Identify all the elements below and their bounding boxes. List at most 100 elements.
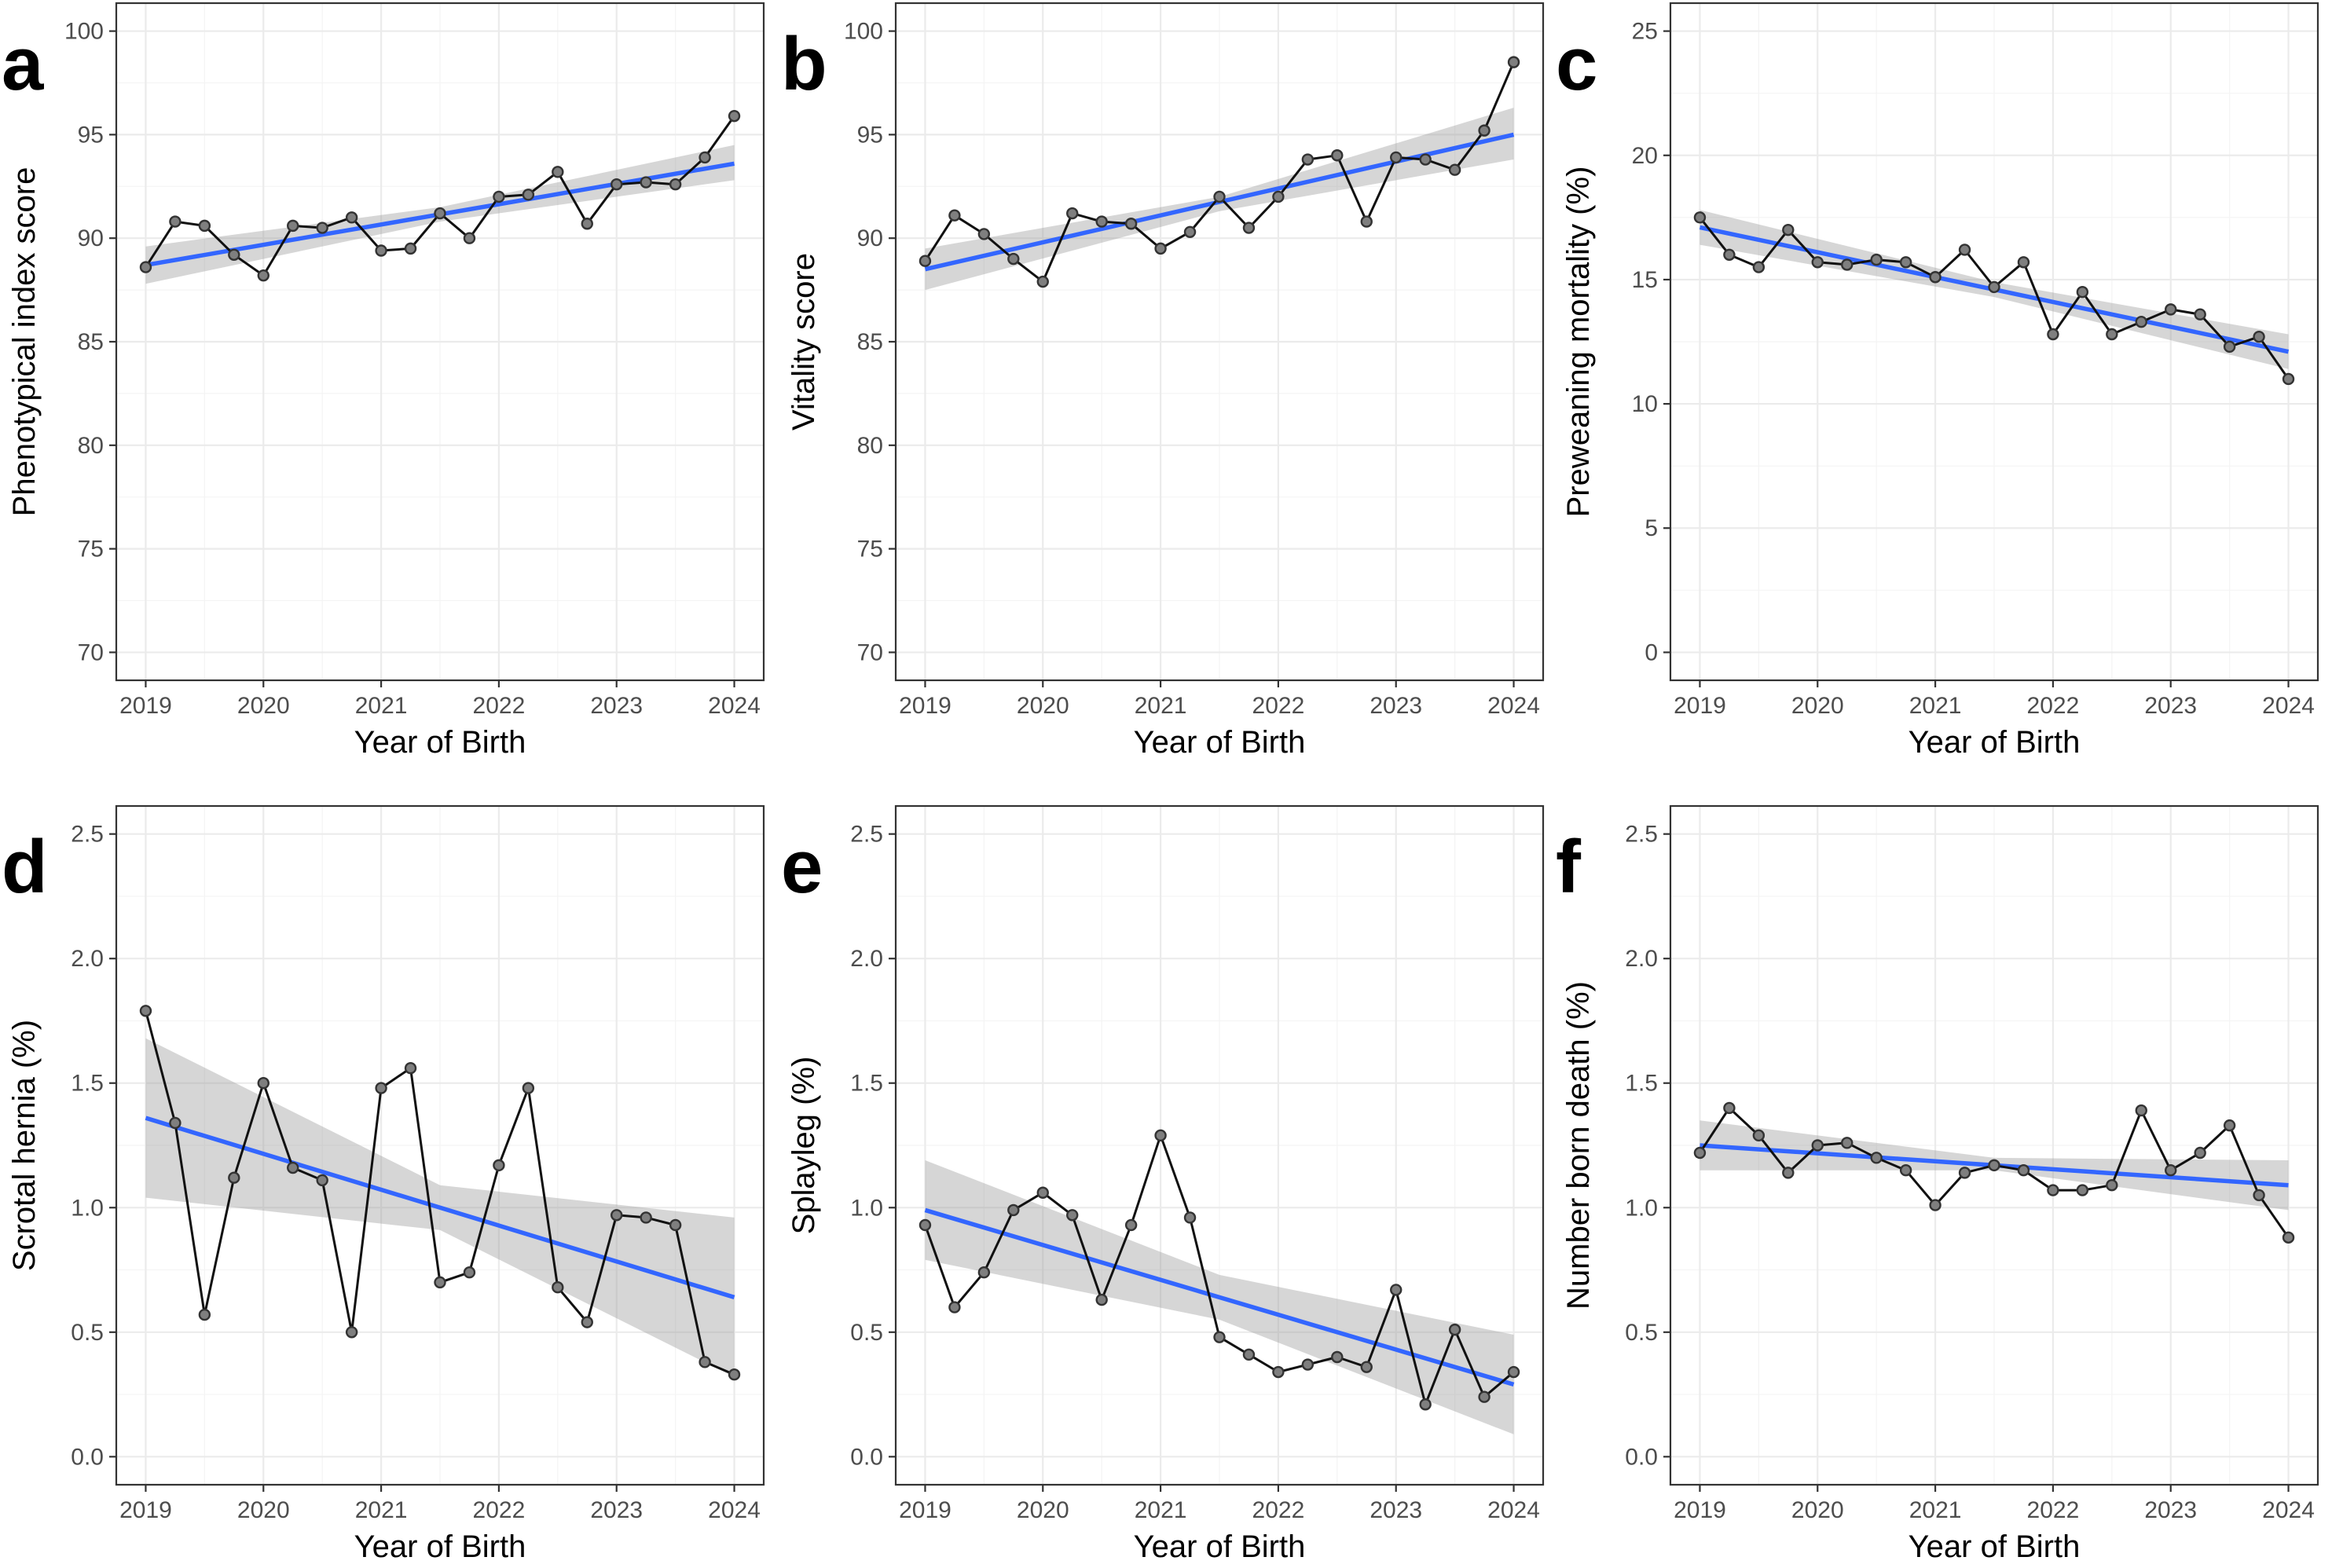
- data-point: [2223, 340, 2236, 354]
- data-point: [1841, 1137, 1854, 1149]
- y-tick-label: 0.5: [1625, 1320, 1658, 1346]
- data-point: [198, 219, 211, 233]
- panel-e: 2019 2020 2021 2022 2023 2024 Year of Birth 0.0…: [781, 804, 1545, 1564]
- y-axis-title: Number born death (%): [1561, 981, 1596, 1310]
- data-point: [669, 1218, 682, 1232]
- data-point: [2106, 1179, 2118, 1192]
- data-point: [1154, 242, 1167, 255]
- x-axis-title: Year of Birth: [354, 1530, 526, 1564]
- data-point: [1958, 244, 1971, 256]
- data-point: [1507, 56, 1520, 68]
- x-tick-label: 2023: [590, 1497, 643, 1523]
- y-tick-label: 100: [64, 19, 104, 45]
- data-point: [1036, 275, 1049, 288]
- y-tick-label: 100: [844, 19, 883, 45]
- data-point: [1723, 1101, 1736, 1115]
- y-tick-label: 2.0: [71, 946, 104, 972]
- panel-border: [894, 804, 1545, 1486]
- y-tick-label: 0.5: [71, 1320, 104, 1346]
- data-point: [287, 219, 299, 233]
- y-tick-label: 90: [78, 225, 104, 251]
- y-tick-label: 15: [1632, 267, 1658, 293]
- data-point: [1693, 211, 1707, 224]
- panel-f: 2019 2020 2021 2022 2023 2024 Year of Birth 0.0…: [1556, 804, 2319, 1564]
- x-tick-label: 2022: [1252, 693, 1305, 719]
- data-point: [1478, 1390, 1490, 1403]
- data-point: [522, 189, 535, 201]
- x-tick-label: 2019: [899, 1497, 952, 1523]
- y-tick-label: 1.0: [1625, 1195, 1658, 1221]
- data-point: [493, 190, 505, 203]
- data-point: [257, 1077, 270, 1090]
- data-point: [257, 269, 270, 282]
- y-tick-label: 20: [1632, 143, 1658, 169]
- y-tick-label: 80: [857, 433, 883, 459]
- data-point: [169, 215, 182, 228]
- data-point: [1272, 190, 1285, 203]
- y-tick-label: 25: [1632, 19, 1658, 45]
- data-point: [1752, 1129, 1766, 1142]
- y-axis: 0.0 0.5 1.0 1.5 2.0 2.5 Splayleg (%): [786, 822, 896, 1470]
- panel-border: [1669, 2, 2319, 682]
- data-point: [2047, 328, 2059, 341]
- data-point: [977, 1266, 991, 1279]
- data-point: [1988, 280, 2000, 294]
- data-point: [948, 209, 961, 222]
- x-tick-label: 2024: [2262, 1497, 2315, 1523]
- data-points: [139, 1005, 741, 1381]
- y-tick-label: 2.5: [71, 822, 104, 848]
- data-point: [1419, 153, 1432, 166]
- data-points: [918, 1129, 1520, 1411]
- data-point: [1929, 271, 1942, 284]
- data-point: [610, 1209, 623, 1222]
- y-tick-label: 95: [857, 122, 883, 148]
- data-point: [1213, 190, 1226, 203]
- x-tick-label: 2022: [2027, 693, 2080, 719]
- x-tick-label: 2020: [1017, 693, 1069, 719]
- data-point: [2135, 315, 2147, 328]
- y-tick-label: 5: [1644, 515, 1658, 541]
- x-axis: 2019 2020 2021 2022 2023 2024 Year of Birth: [899, 680, 1540, 760]
- x-tick-label: 2020: [1791, 693, 1844, 719]
- data-point: [2194, 1146, 2206, 1160]
- data-point: [2017, 1164, 2030, 1177]
- y-tick-label: 10: [1632, 391, 1658, 417]
- x-axis: 2019 2020 2021 2022 2023 2024 Year of Birth: [119, 1485, 761, 1564]
- y-tick-label: 75: [857, 537, 883, 562]
- data-point: [552, 166, 564, 178]
- panel-border: [1669, 804, 2319, 1486]
- data-point: [2047, 1184, 2059, 1196]
- y-axis: 0.0 0.5 1.0 1.5 2.0 2.5 Number born death (%): [1561, 822, 1670, 1470]
- data-point: [434, 207, 446, 220]
- data-point: [1782, 1167, 1795, 1179]
- x-tick-label: 2021: [355, 1497, 408, 1523]
- data-point: [1899, 256, 1912, 269]
- data-point: [1213, 1331, 1226, 1343]
- data-point: [1448, 1323, 1461, 1336]
- x-axis-title: Year of Birth: [354, 725, 526, 760]
- y-tick-label: 95: [78, 122, 104, 148]
- data-point: [610, 178, 623, 191]
- x-tick-label: 2019: [1674, 1497, 1726, 1523]
- data-point: [2135, 1104, 2147, 1117]
- data-point: [2106, 328, 2118, 341]
- data-point: [1007, 1203, 1020, 1217]
- x-tick-label: 2020: [1017, 1497, 1069, 1523]
- data-point: [2165, 1164, 2177, 1177]
- y-axis-title: Preweaning mortality (%): [1561, 167, 1596, 518]
- y-tick-label: 1.0: [850, 1195, 883, 1221]
- y-tick-label: 80: [78, 433, 104, 459]
- data-point: [1390, 151, 1402, 164]
- data-point: [2282, 372, 2295, 386]
- y-tick-label: 85: [78, 329, 104, 355]
- panel-letter: d: [2, 825, 48, 909]
- y-axis: 70 75 80 85 90 95 100 Vitality score: [786, 19, 896, 665]
- data-point: [1301, 1358, 1314, 1371]
- data-point: [434, 1276, 446, 1289]
- data-point: [287, 1161, 299, 1174]
- x-tick-label: 2019: [119, 1497, 172, 1523]
- panel-letter: a: [2, 22, 44, 106]
- panel-letter: f: [1556, 825, 1582, 909]
- data-point: [1478, 124, 1490, 137]
